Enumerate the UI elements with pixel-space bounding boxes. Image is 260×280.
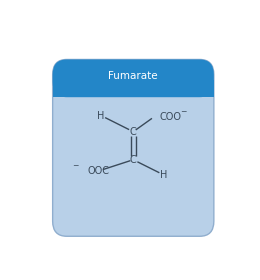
Text: C: C [130, 155, 136, 165]
Text: Fumarate: Fumarate [108, 71, 158, 81]
Text: −: − [181, 107, 187, 116]
Text: C: C [130, 127, 136, 137]
FancyBboxPatch shape [53, 59, 214, 97]
Text: H: H [160, 170, 167, 180]
Text: COO: COO [159, 112, 181, 122]
Bar [53, 80, 214, 97]
Text: OOC: OOC [88, 165, 110, 176]
Text: H: H [97, 111, 105, 120]
Text: −: − [73, 161, 79, 170]
FancyBboxPatch shape [53, 59, 214, 236]
